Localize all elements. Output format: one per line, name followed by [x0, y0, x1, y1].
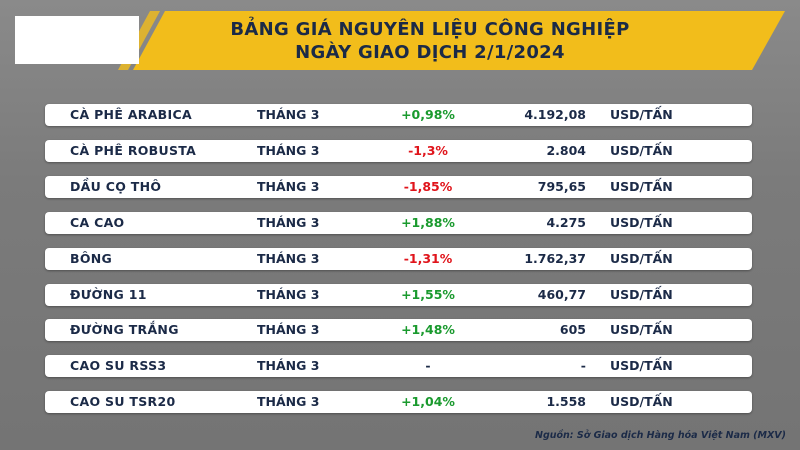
table-row: DẦU CỌ THÔ THÁNG 3 -1,85% 795,65 USD/TẤN [45, 175, 752, 198]
commodity: CÀ PHÊ ARABICA [70, 107, 192, 122]
unit: USD/TẤN [610, 142, 673, 158]
change: +0,98% [401, 107, 455, 122]
unit: USD/TẤN [610, 394, 673, 410]
change: +1,55% [401, 286, 455, 302]
change: +1,04% [401, 394, 455, 410]
table-row: ĐƯỜNG TRẮNG THÁNG 3 +1,48% 605 USD/TẤN [45, 319, 752, 342]
change: -1,85% [403, 178, 453, 194]
commodity: BÔNG [70, 250, 113, 266]
price: 1.762,37 [524, 250, 586, 266]
price: 2.804 [546, 142, 586, 158]
commodity: CÀ PHÊ ROBUSTA [70, 142, 197, 158]
price: 460,77 [537, 286, 586, 302]
contract-month: THÁNG 3 [257, 107, 320, 122]
price: 1.558 [546, 394, 586, 410]
commodity: CA CAO [70, 214, 125, 230]
contract-month: THÁNG 3 [257, 178, 320, 194]
table-row: CÀ PHÊ ROBUSTA THÁNG 3 -1,3% 2.804 USD/TẤN [45, 139, 752, 162]
contract-month: THÁNG 3 [257, 394, 320, 410]
contract-month: THÁNG 3 [257, 142, 320, 158]
contract-month: THÁNG 3 [257, 358, 320, 374]
unit: USD/TẤN [610, 322, 673, 338]
unit: USD/TẤN [610, 214, 673, 230]
unit: USD/TẤN [610, 250, 673, 266]
logo [15, 16, 139, 64]
change: -1,31% [403, 250, 453, 266]
price: 4.192,08 [524, 107, 586, 122]
title-line: BẢNG GIÁ NGUYÊN LIỆU CÔNG NGHIỆP [230, 19, 630, 40]
commodity: DẦU CỌ THÔ [70, 178, 162, 194]
price: 4.275 [546, 214, 586, 230]
price: 605 [559, 322, 586, 338]
change: - [425, 358, 431, 374]
commodity: CAO SU RSS3 [70, 358, 167, 374]
change: +1,88% [401, 214, 455, 230]
commodity: CAO SU TSR20 [70, 394, 176, 410]
commodity: ĐƯỜNG 11 [70, 286, 147, 302]
unit: USD/TẤN [610, 107, 673, 122]
contract-month: THÁNG 3 [257, 214, 320, 230]
price: 795,65 [537, 178, 586, 194]
commodity: ĐƯỜNG TRẮNG [70, 322, 179, 338]
contract-month: THÁNG 3 [257, 322, 320, 338]
source-note: Nguồn: Sở Giao dịch Hàng hóa Việt Nam (M… [535, 430, 786, 441]
contract-month: THÁNG 3 [257, 250, 320, 266]
table-row: CA CAO THÁNG 3 +1,88% 4.275 USD/TẤN [45, 211, 752, 234]
table-row: CAO SU RSS3 THÁNG 3 - - USD/TẤN [45, 355, 752, 378]
table-row: BÔNG THÁNG 3 -1,31% 1.762,37 USD/TẤN [45, 247, 752, 270]
table-row: CÀ PHÊ ARABICA THÁNG 3 +0,98% 4.192,08 USD/T… [45, 104, 752, 126]
unit: USD/TẤN [610, 286, 673, 302]
price: - [580, 358, 586, 374]
title-line: NGÀY GIAO DỊCH 2/1/2024 [295, 42, 565, 63]
title-bar [133, 11, 785, 70]
unit: USD/TẤN [610, 178, 673, 194]
unit: USD/TẤN [610, 358, 673, 374]
change: -1,3% [408, 142, 448, 158]
table-row: CAO SU TSR20 THÁNG 3 +1,04% 1.558 USD/TẤN [45, 391, 752, 414]
contract-month: THÁNG 3 [257, 286, 320, 302]
change: +1,48% [401, 322, 455, 338]
table-row: ĐƯỜNG 11 THÁNG 3 +1,55% 460,77 USD/TẤN [45, 283, 752, 306]
